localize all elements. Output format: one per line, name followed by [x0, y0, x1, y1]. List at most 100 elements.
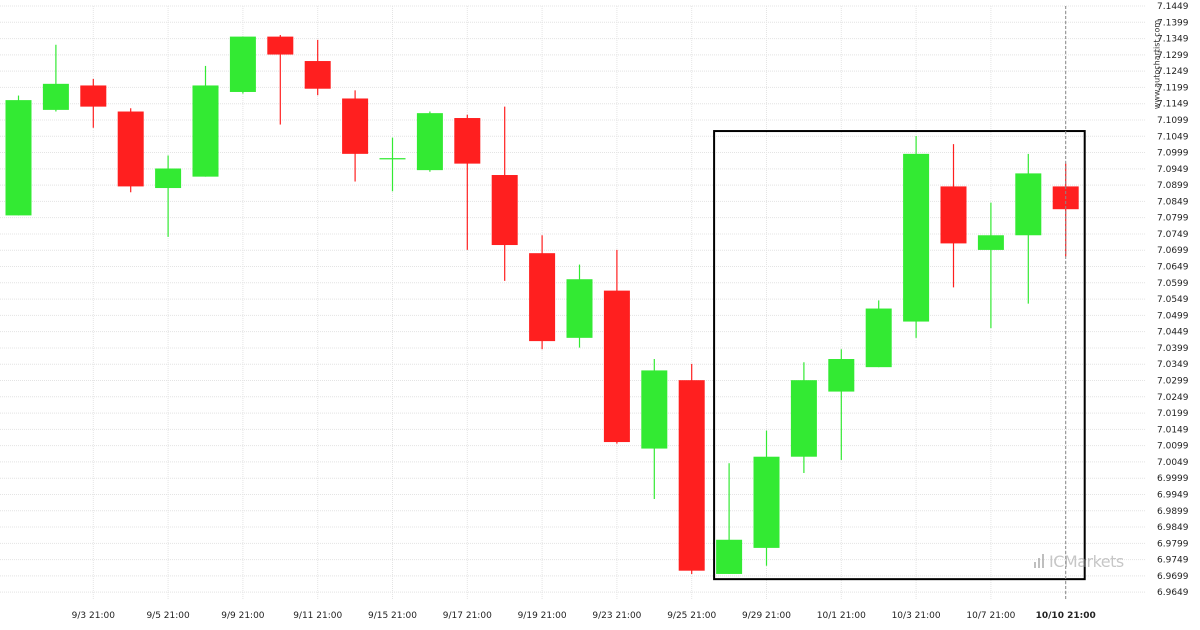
candle [716, 463, 743, 574]
candle-body [42, 83, 69, 110]
y-tick-label: 7.0349 [1157, 360, 1189, 370]
candle [379, 137, 406, 192]
candle [977, 202, 1004, 329]
candle-body [716, 539, 743, 574]
y-tick-label: 7.0299 [1157, 377, 1189, 387]
candle [790, 362, 817, 473]
y-tick-label: 7.0699 [1157, 246, 1189, 256]
x-tick-label: 10/1 21:00 [817, 611, 866, 621]
watermark-text: www.autochartist.com [1152, 19, 1162, 110]
candle [267, 34, 294, 125]
y-tick-label: 7.0649 [1157, 263, 1189, 273]
x-tick-label: 9/17 21:00 [443, 611, 492, 621]
y-tick-label: 7.0599 [1157, 279, 1189, 289]
candle-body [416, 113, 443, 171]
candle-body [641, 370, 668, 449]
x-tick-label: 9/11 21:00 [293, 611, 342, 621]
candle [42, 44, 69, 112]
candle-body [342, 98, 369, 154]
candle [342, 90, 369, 182]
candle [940, 144, 967, 288]
x-tick-label: 10/3 21:00 [892, 611, 941, 621]
candle-body [790, 380, 817, 457]
candle [828, 349, 855, 460]
y-tick-label: 7.0099 [1157, 442, 1189, 452]
watermark: www.autochartist.com [1150, 2, 1164, 132]
y-tick-label: 7.0799 [1157, 214, 1189, 224]
y-tick-label: 7.1349 [1157, 35, 1189, 45]
candle [454, 114, 481, 250]
candle-body [117, 111, 144, 187]
y-tick-label: 6.9849 [1157, 523, 1189, 533]
candle-body [529, 253, 556, 342]
y-tick-label: 7.1249 [1157, 67, 1189, 77]
x-tick-label: 9/9 21:00 [221, 611, 265, 621]
candle-body [491, 175, 518, 246]
candle [641, 359, 668, 500]
candle [192, 65, 219, 177]
candle [678, 363, 705, 574]
candle-body [229, 36, 256, 92]
y-tick-label: 7.1399 [1157, 18, 1189, 28]
candle-body [80, 85, 107, 107]
y-tick-label: 7.1449 [1157, 2, 1189, 12]
candle-body [192, 85, 219, 177]
candle-body [828, 359, 855, 392]
y-tick-label: 7.0899 [1157, 181, 1189, 191]
y-tick-label: 6.9949 [1157, 490, 1189, 500]
candle [117, 108, 144, 193]
x-tick-label: 10/10 21:00 [1036, 611, 1096, 621]
candle-body [753, 456, 780, 548]
candle-body [304, 61, 331, 89]
y-tick-label: 7.0499 [1157, 311, 1189, 321]
candle-body [603, 290, 630, 443]
candle-body [267, 36, 294, 55]
candle [155, 155, 182, 237]
x-tick-label: 9/19 21:00 [518, 611, 567, 621]
y-tick-label: 6.9749 [1157, 556, 1189, 566]
candle-body [903, 153, 930, 322]
x-tick-label: 10/7 21:00 [966, 611, 1015, 621]
pattern-rectangle [713, 130, 1086, 581]
y-tick-label: 7.0449 [1157, 328, 1189, 338]
y-tick-label: 7.0849 [1157, 197, 1189, 207]
y-tick-label: 7.1099 [1157, 116, 1189, 126]
x-tick-label: 9/5 21:00 [146, 611, 190, 621]
y-tick-label: 6.9999 [1157, 474, 1189, 484]
y-tick-label: 7.1149 [1157, 100, 1189, 110]
candle [753, 430, 780, 566]
candle-body [865, 308, 892, 368]
candle-body [155, 168, 182, 189]
candle-body [1015, 173, 1042, 236]
broker-logo: ICMarkets [1034, 550, 1144, 572]
candle-body [678, 380, 705, 571]
x-tick-label: 9/25 21:00 [667, 611, 716, 621]
candle [1015, 153, 1042, 304]
y-tick-label: 7.0749 [1157, 230, 1189, 240]
y-tick-label: 7.0399 [1157, 344, 1189, 354]
candle [80, 78, 107, 128]
candles [5, 34, 1079, 574]
y-axis: 7.1449 7.1399 7.1349 7.1299 7.1249 7.1199 7.11… [1157, 2, 1189, 598]
candle [229, 36, 256, 94]
candle-body [5, 100, 32, 216]
y-tick-label: 7.1049 [1157, 132, 1189, 142]
y-tick-label: 6.9799 [1157, 539, 1189, 549]
candle-body [454, 118, 481, 164]
y-tick-label: 7.0049 [1157, 458, 1189, 468]
y-tick-label: 6.9699 [1157, 572, 1189, 582]
logo-text: ICMarkets [1049, 551, 1124, 571]
candle [903, 135, 930, 338]
candle [865, 300, 892, 368]
candle [566, 264, 593, 348]
logo-bars-icon [1034, 554, 1046, 568]
x-tick-label: 9/29 21:00 [742, 611, 791, 621]
y-tick-label: 6.9899 [1157, 507, 1189, 517]
candle [603, 249, 630, 444]
y-tick-label: 7.0149 [1157, 425, 1189, 435]
candle [304, 39, 331, 96]
y-tick-label: 7.1299 [1157, 51, 1189, 61]
y-tick-label: 7.1199 [1157, 83, 1189, 93]
y-tick-label: 7.0199 [1157, 409, 1189, 419]
